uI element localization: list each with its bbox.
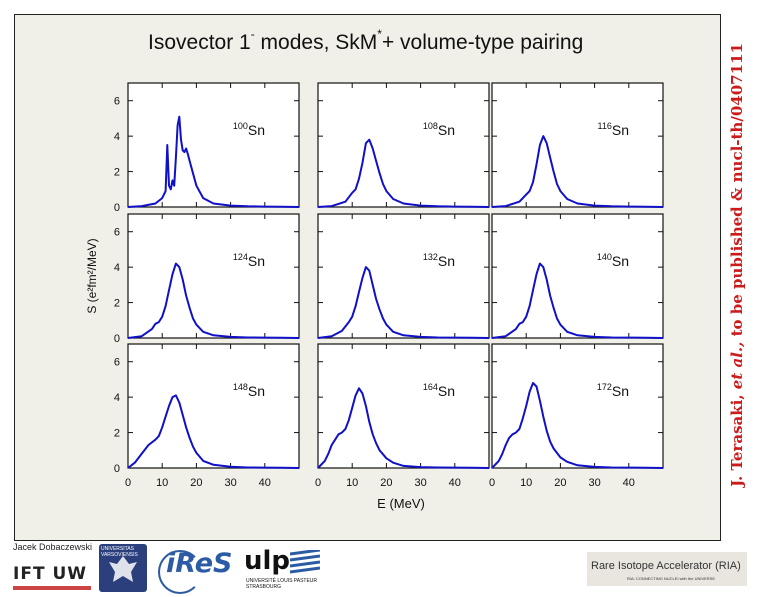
strength-curve-108 — [317, 138, 490, 208]
page-title: Isovector 1- modes, SkM*+ volume-type pa… — [148, 27, 584, 54]
x-tick-label: 40 — [259, 477, 271, 489]
ift-logo-bar — [13, 586, 91, 590]
x-tick-label: 0 — [315, 477, 321, 489]
panel-label-132: 132Sn — [423, 252, 455, 269]
y-tick-label: 6 — [114, 227, 120, 239]
x-tick-label: 30 — [588, 477, 600, 489]
y-tick-label: 6 — [114, 96, 120, 108]
y-tick-label: 2 — [114, 428, 120, 440]
x-tick-label: 20 — [380, 477, 392, 489]
x-tick-label: 10 — [346, 477, 358, 489]
strength-curve-116 — [491, 135, 664, 208]
ift-logo-text: IFT UW — [13, 564, 88, 584]
strength-curve-100 — [127, 115, 300, 208]
x-tick-label: 0 — [489, 477, 495, 489]
y-tick-label: 0 — [114, 463, 120, 475]
panel-frame — [317, 213, 490, 339]
panel-label-172: 172Sn — [597, 382, 629, 399]
y-axis-label: S (e²fm²/MeV) — [85, 238, 99, 313]
author-name: Jacek Dobaczewski — [13, 542, 93, 552]
ria-logo-text: Rare Isotope Accelerator (RIA) — [591, 560, 741, 572]
ulp-logo-subtext: UNIVERSITÉ LOUIS PASTEUR STRASBOURG — [246, 578, 318, 590]
panel-label-140: 140Sn — [597, 252, 629, 269]
y-tick-label: 2 — [114, 167, 120, 179]
x-tick-label: 40 — [623, 477, 635, 489]
ulp-stripes-icon — [290, 550, 320, 574]
panel-label-124: 124Sn — [233, 252, 265, 269]
ria-logo: Rare Isotope Accelerator (RIA) RIA: CONN… — [587, 552, 747, 586]
panel-frame — [317, 82, 490, 208]
credit-text: J. Terasaki, et al., to be published & n… — [728, 43, 746, 487]
strength-curve-172 — [491, 382, 664, 469]
panel-frame — [491, 343, 664, 469]
ires-ring-icon — [158, 550, 202, 594]
strength-curve-164 — [317, 387, 490, 469]
x-tick-label: 10 — [156, 477, 168, 489]
x-axis-label: E (MeV) — [377, 496, 425, 511]
panel-label-100: 100Sn — [233, 121, 265, 138]
panel-frame — [491, 82, 664, 208]
ulp-logo-text: ulp — [244, 546, 291, 576]
x-tick-label: 20 — [190, 477, 202, 489]
y-tick-label: 4 — [114, 262, 120, 274]
ulp-logo: ulp UNIVERSITÉ LOUIS PASTEUR STRASBOURG — [244, 546, 322, 592]
y-tick-label: 0 — [114, 333, 120, 345]
panel-frame — [127, 82, 300, 208]
y-tick-label: 2 — [114, 298, 120, 310]
x-tick-label: 30 — [224, 477, 236, 489]
credit-container: J. Terasaki, et al., to be published & n… — [724, 30, 750, 500]
x-tick-label: 10 — [520, 477, 532, 489]
ires-logo-text: iReS — [166, 548, 233, 579]
ires-logo: iReS — [158, 548, 233, 594]
panel-frame — [317, 343, 490, 469]
panel-frame — [491, 213, 664, 339]
x-tick-label: 20 — [554, 477, 566, 489]
panel-label-108: 108Sn — [423, 121, 455, 138]
y-tick-label: 6 — [114, 357, 120, 369]
ria-logo-subtext: RIA: CONNECTING NUCLEI with the UNIVERSE — [627, 576, 716, 581]
x-tick-label: 30 — [414, 477, 426, 489]
y-tick-label: 4 — [114, 131, 120, 143]
strength-curve-140 — [491, 262, 664, 339]
panel-label-164: 164Sn — [423, 382, 455, 399]
x-tick-label: 40 — [449, 477, 461, 489]
y-tick-label: 4 — [114, 392, 120, 404]
eagle-icon — [109, 556, 137, 582]
ift-uw-logo: IFT UW — [13, 562, 91, 590]
strength-curve-148 — [127, 394, 300, 469]
strength-curve-132 — [317, 266, 490, 339]
y-tick-label: 0 — [114, 202, 120, 214]
panel-frame — [127, 343, 300, 469]
strength-curve-124 — [127, 262, 300, 339]
x-tick-label: 0 — [125, 477, 131, 489]
panel-label-148: 148Sn — [233, 382, 265, 399]
university-logo-text: UNIVERSITAS VARSOVIENSIS — [101, 546, 138, 558]
panel-label-116: 116Sn — [598, 121, 629, 138]
panel-frame — [127, 213, 300, 339]
university-warsaw-logo: UNIVERSITAS VARSOVIENSIS — [99, 544, 147, 592]
